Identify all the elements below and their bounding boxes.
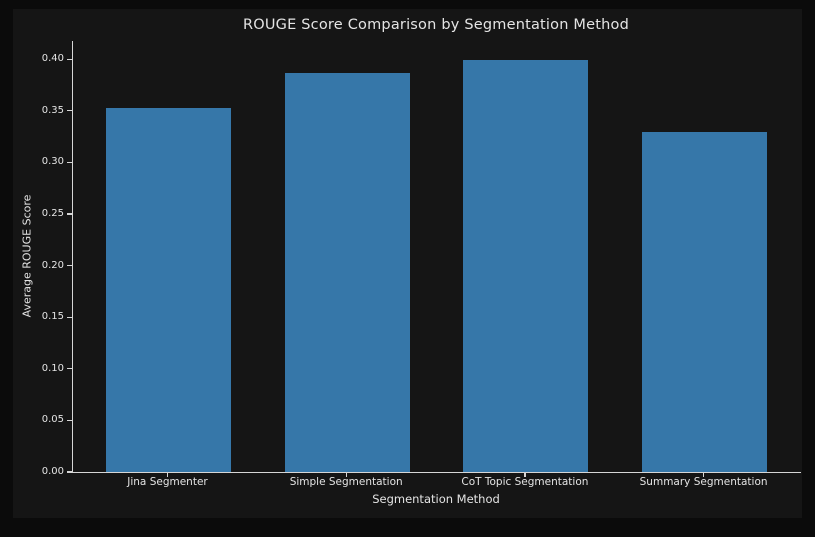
x-tick-mark xyxy=(166,472,169,477)
y-tick-label: 0.35 xyxy=(41,104,64,116)
y-tick-mark xyxy=(67,161,72,164)
y-tick-label: 0.00 xyxy=(41,466,64,477)
y-tick-mark xyxy=(67,419,72,422)
x-tick-mark xyxy=(524,472,526,477)
x-tick-label-summary-segmentation: Summary Segmentation xyxy=(639,476,768,488)
y-tick-mark xyxy=(67,471,72,473)
bar-simple-segmentation xyxy=(284,73,410,472)
y-tick-label: 0.40 xyxy=(41,53,64,65)
x-tick-mark xyxy=(702,472,705,477)
x-axis-label: Segmentation Method xyxy=(372,492,500,506)
bar-summary-segmentation xyxy=(642,132,768,472)
x-tick-label-simple-segmentation: Simple Segmentation xyxy=(289,476,403,488)
y-tick-label: 0.05 xyxy=(41,414,64,426)
chart-title: ROUGE Score Comparison by Segmentation M… xyxy=(242,17,630,33)
y-tick-mark xyxy=(67,368,72,370)
bar-jina-segmenter xyxy=(106,108,231,472)
y-tick-mark xyxy=(67,110,72,112)
y-tick-label: 0.25 xyxy=(41,208,64,219)
y-tick-mark xyxy=(67,316,72,318)
plot-area xyxy=(72,41,801,473)
y-tick-mark xyxy=(67,213,72,215)
y-tick-mark xyxy=(67,264,72,267)
y-tick-mark xyxy=(67,58,72,60)
y-tick-label: 0.20 xyxy=(41,259,64,271)
y-tick-label: 0.15 xyxy=(41,311,64,323)
x-tick-label-cot-topic-segmentation: CoT Topic Segmentation xyxy=(461,476,589,488)
bar-cot-topic-segmentation xyxy=(463,60,589,472)
y-tick-label: 0.10 xyxy=(41,362,64,374)
x-tick-label-jina-segmenter: Jina Segmenter xyxy=(127,476,208,488)
y-tick-label: 0.30 xyxy=(41,156,64,168)
x-tick-mark xyxy=(345,472,347,477)
